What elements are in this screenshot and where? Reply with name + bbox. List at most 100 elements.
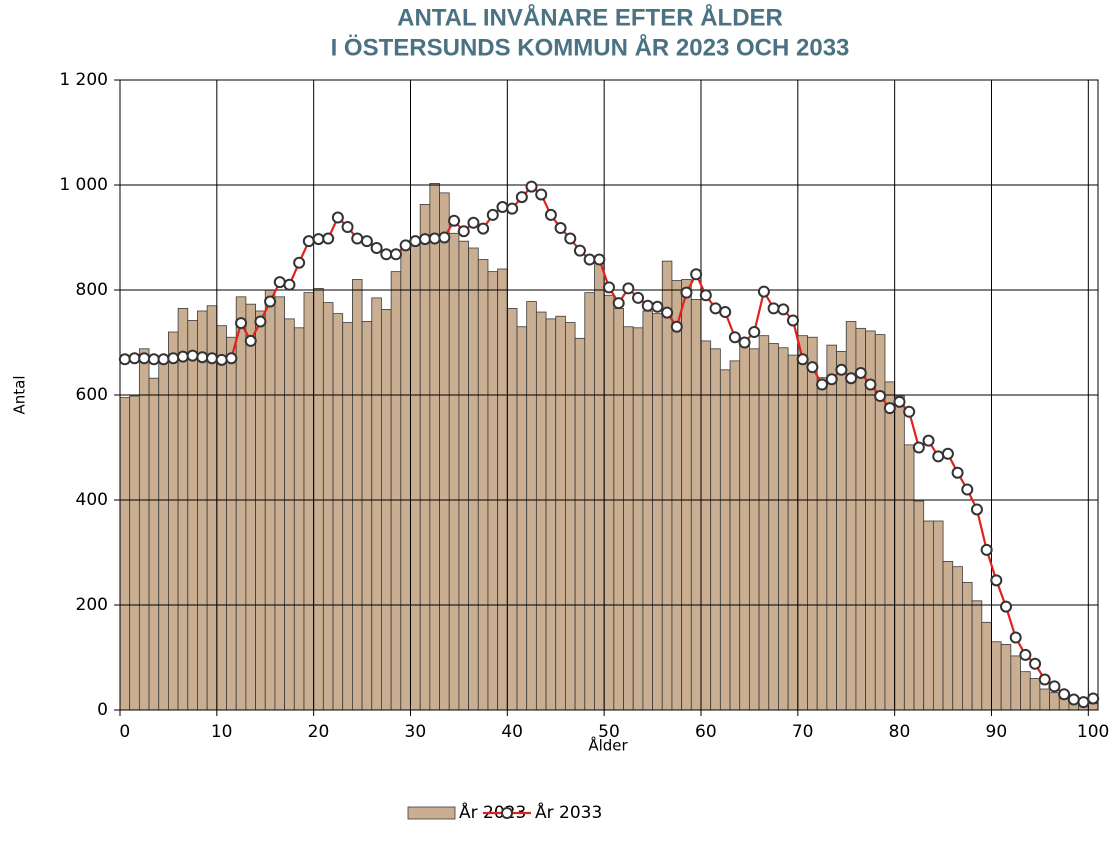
line-marker xyxy=(506,202,519,215)
legend-marker xyxy=(501,807,513,819)
line-marker xyxy=(961,483,974,496)
line-marker xyxy=(932,450,945,463)
bar xyxy=(603,294,615,711)
bar xyxy=(1020,671,1031,711)
line-marker xyxy=(138,352,151,365)
bar xyxy=(526,301,537,711)
line-marker xyxy=(835,363,848,376)
legend-swatch xyxy=(407,806,456,820)
bar xyxy=(758,335,770,711)
x-tick-label: 100 xyxy=(1077,722,1109,742)
line-marker xyxy=(428,232,441,245)
line-marker xyxy=(1058,688,1071,701)
line-marker xyxy=(806,361,819,374)
line-marker xyxy=(951,466,964,479)
bar xyxy=(168,331,179,711)
line-marker xyxy=(244,334,257,347)
line-marker xyxy=(457,225,470,238)
bar xyxy=(487,271,499,711)
bar xyxy=(768,343,779,711)
bar xyxy=(226,336,237,711)
bar xyxy=(351,279,363,711)
bar xyxy=(836,351,847,711)
line-marker xyxy=(273,276,286,289)
line-marker xyxy=(264,295,277,308)
line-marker xyxy=(912,441,925,454)
x-tick-label: 20 xyxy=(308,722,330,742)
line-marker xyxy=(254,315,267,328)
bar xyxy=(903,444,915,711)
bar xyxy=(371,297,382,711)
bar xyxy=(138,348,150,711)
bar xyxy=(894,395,905,711)
bar xyxy=(797,335,808,711)
bar xyxy=(981,621,992,711)
line-marker xyxy=(670,320,683,333)
line-marker xyxy=(1087,692,1100,705)
bar xyxy=(516,326,528,711)
line-marker xyxy=(341,221,354,233)
bar xyxy=(197,310,208,711)
line-marker xyxy=(1077,696,1090,709)
bar xyxy=(962,582,973,711)
x-tick-label: 0 xyxy=(119,722,130,742)
line-marker xyxy=(525,180,538,193)
line-marker xyxy=(302,235,315,248)
bar xyxy=(913,500,925,711)
y-tick-label: 0 xyxy=(97,700,108,720)
bar xyxy=(971,600,983,711)
bar xyxy=(439,192,450,711)
line-marker xyxy=(322,232,335,245)
x-tick-label: 90 xyxy=(986,722,1008,742)
bar xyxy=(390,271,402,711)
x-tick-label: 10 xyxy=(211,722,233,742)
bar xyxy=(216,325,227,711)
bar xyxy=(119,397,131,711)
line-marker xyxy=(990,574,1003,587)
bar xyxy=(632,327,644,711)
line-marker xyxy=(1009,631,1022,644)
line-marker xyxy=(360,235,373,248)
x-tick-label: 80 xyxy=(889,722,911,742)
bar xyxy=(729,360,741,711)
line-marker xyxy=(554,222,567,235)
line-marker xyxy=(632,291,645,304)
line-marker xyxy=(147,353,160,366)
bar xyxy=(787,354,799,711)
line-marker xyxy=(370,242,383,254)
bar xyxy=(613,307,624,711)
bar xyxy=(158,358,169,711)
bar xyxy=(187,320,198,711)
bar xyxy=(584,292,595,711)
bar xyxy=(642,310,653,711)
line-marker xyxy=(186,349,199,362)
line-marker xyxy=(205,352,218,365)
x-axis-label: Ålder xyxy=(588,736,628,755)
plot-border xyxy=(119,79,1099,711)
bar xyxy=(458,240,469,711)
bar xyxy=(565,322,576,711)
y-tick-label: 1 200 xyxy=(59,70,108,90)
line-marker xyxy=(235,317,248,330)
y-tick-label: 1 000 xyxy=(59,175,108,195)
line-marker xyxy=(573,244,586,257)
bar xyxy=(807,336,818,711)
bar xyxy=(322,302,334,711)
line-marker xyxy=(477,222,490,235)
chart-title: I ÖSTERSUNDS KOMMUN ÅR 2023 OCH 2033 xyxy=(331,33,850,61)
bar xyxy=(535,311,547,711)
bar xyxy=(623,326,634,711)
bar xyxy=(923,520,934,711)
line-marker xyxy=(680,286,693,299)
line-marker xyxy=(728,331,741,344)
bar xyxy=(826,344,837,711)
bar xyxy=(594,260,605,711)
line-marker xyxy=(215,353,228,366)
line-marker xyxy=(864,378,877,391)
bar xyxy=(284,318,295,711)
line-marker xyxy=(825,373,838,386)
bar xyxy=(177,307,189,711)
line-marker xyxy=(699,289,712,302)
line-marker xyxy=(593,253,606,266)
